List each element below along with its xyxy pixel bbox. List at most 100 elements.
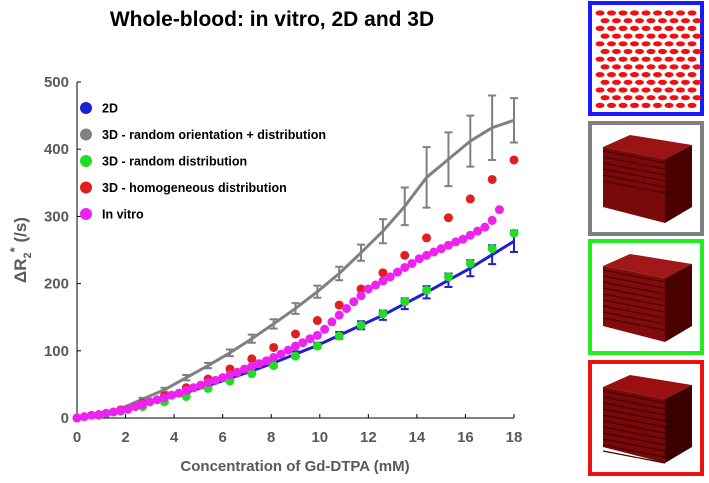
data-point xyxy=(276,349,286,359)
error-bar xyxy=(510,97,518,144)
rbc-ellipse xyxy=(676,87,685,93)
rbc-ellipse xyxy=(595,87,605,93)
rbc-ellipse xyxy=(692,79,702,85)
rbc-ellipse xyxy=(600,18,610,24)
legend-label: 3D - homogeneous distribution xyxy=(102,181,287,195)
data-point xyxy=(320,324,330,334)
chart-title: Whole-blood: in vitro, 2D and 3D xyxy=(110,8,434,31)
data-point xyxy=(291,341,300,351)
cube-side xyxy=(665,385,692,463)
data-point xyxy=(269,342,279,352)
cube-top xyxy=(603,375,692,399)
data-point xyxy=(225,370,235,380)
rbc-ellipse xyxy=(676,72,685,78)
data-point xyxy=(451,237,461,247)
cube-side xyxy=(665,145,692,223)
cube-texture xyxy=(602,390,666,404)
data-point xyxy=(94,410,104,420)
rbc-ellipse xyxy=(623,79,633,85)
cube-texture xyxy=(602,293,666,307)
rbc-ellipse xyxy=(635,95,644,101)
rbc-ellipse xyxy=(653,102,662,108)
data-point xyxy=(116,406,126,416)
rbc-ellipse xyxy=(646,48,656,55)
rbc-ellipse xyxy=(653,41,662,47)
y-tick-label: 0 xyxy=(61,410,69,427)
y-tick-label: 500 xyxy=(44,74,69,91)
rbc-ellipse xyxy=(618,25,628,31)
rbc-ellipse xyxy=(630,87,639,93)
data-point xyxy=(363,284,373,294)
rbc-ellipse xyxy=(687,25,697,31)
data-point xyxy=(247,361,257,371)
rbc-ellipse xyxy=(692,33,702,39)
rbc-ellipse xyxy=(669,33,679,39)
cube-homogeneous xyxy=(602,375,692,464)
rbc-ellipse xyxy=(630,25,639,31)
data-point xyxy=(218,373,228,383)
data-point xyxy=(443,240,453,250)
cube-texture xyxy=(602,299,666,313)
data-point xyxy=(291,329,300,339)
rbc-ellipse xyxy=(653,56,662,62)
y-tick-label: 100 xyxy=(44,343,69,360)
rbc-ellipse xyxy=(664,56,674,62)
rbc-ellipse xyxy=(623,95,633,101)
error-bar xyxy=(357,243,366,262)
rbc-ellipse xyxy=(664,102,674,108)
error-bar xyxy=(291,302,300,315)
data-point xyxy=(247,369,257,379)
rbc-ellipse xyxy=(623,18,633,24)
rbc-ellipse xyxy=(635,18,644,24)
rbc-ellipse xyxy=(681,48,690,55)
data-point xyxy=(465,194,475,204)
rbc-ellipse xyxy=(653,10,662,16)
rbc-ellipse xyxy=(612,79,621,85)
rbc-ellipse xyxy=(669,79,679,85)
rbc-ellipse xyxy=(669,18,679,24)
error-bar xyxy=(422,146,431,209)
rbc-ellipse xyxy=(669,48,679,55)
data-point xyxy=(232,367,242,377)
y-label-unit: (/s) xyxy=(11,217,30,247)
rbc-ellipse xyxy=(600,64,610,70)
data-point xyxy=(79,412,89,422)
cube-top xyxy=(603,254,692,278)
data-point xyxy=(378,268,388,278)
legend-marker xyxy=(80,102,92,114)
data-point xyxy=(356,284,366,294)
data-point xyxy=(269,353,279,363)
cube-top xyxy=(603,135,692,159)
rbc-ellipse xyxy=(607,102,616,108)
rbc-ellipse xyxy=(623,64,633,70)
cube-texture xyxy=(602,414,666,428)
error-bar xyxy=(335,265,344,282)
cube-texture xyxy=(602,275,666,289)
data-point xyxy=(436,244,446,254)
rbc-ellipse xyxy=(635,79,644,85)
data-point xyxy=(356,291,366,301)
rbc-ellipse xyxy=(618,102,628,108)
rbc-ellipse xyxy=(664,72,674,78)
rbc-ellipse xyxy=(664,10,674,16)
rbc-ellipse xyxy=(681,95,690,101)
data-point xyxy=(392,267,402,277)
legend-marker xyxy=(80,181,92,194)
data-point xyxy=(174,388,184,398)
rbc-ellipse xyxy=(646,79,656,85)
data-point xyxy=(196,380,206,390)
error-bar xyxy=(269,318,278,330)
error-bar xyxy=(400,186,409,227)
rbc-ellipse xyxy=(600,33,610,39)
data-point xyxy=(291,351,300,361)
rbc-ellipse xyxy=(669,64,679,70)
data-point xyxy=(465,230,475,240)
cube-texture xyxy=(602,281,666,295)
rbc-ellipse xyxy=(635,64,644,70)
data-point xyxy=(261,356,271,366)
rbc-ellipse xyxy=(630,10,639,16)
rbc-ellipse xyxy=(687,87,697,93)
data-point xyxy=(152,395,162,405)
rbc-ellipse xyxy=(618,10,628,16)
